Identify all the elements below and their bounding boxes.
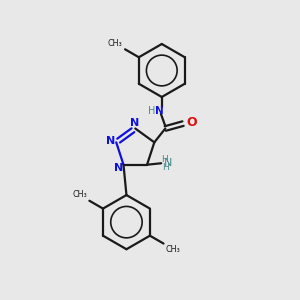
Text: N: N xyxy=(164,158,172,168)
Text: H: H xyxy=(161,155,167,164)
Text: O: O xyxy=(186,116,197,129)
Text: N: N xyxy=(130,118,139,128)
Text: N: N xyxy=(155,106,164,116)
Text: N: N xyxy=(114,163,123,173)
Text: CH₃: CH₃ xyxy=(108,39,123,48)
Text: CH₃: CH₃ xyxy=(72,190,87,199)
Text: N: N xyxy=(106,136,115,146)
Text: H: H xyxy=(148,106,156,116)
Text: CH₃: CH₃ xyxy=(166,245,181,254)
Text: H: H xyxy=(162,163,169,172)
